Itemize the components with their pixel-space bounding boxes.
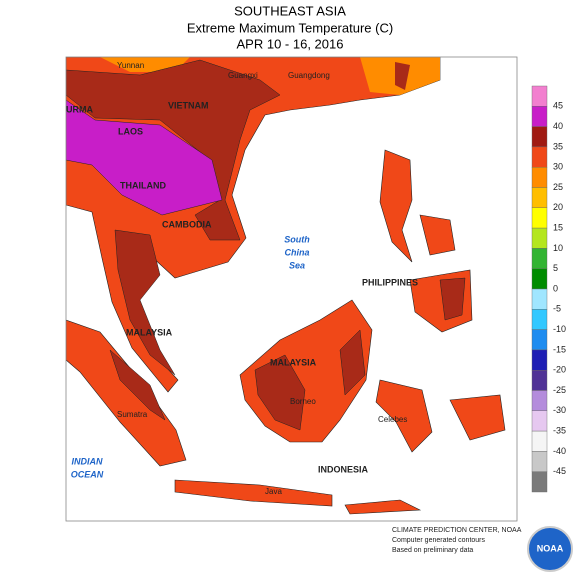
legend-label: 15 xyxy=(553,222,563,232)
legend-swatch xyxy=(531,451,548,472)
place-label: Guangxi xyxy=(228,71,258,80)
legend-swatch xyxy=(531,430,548,452)
legend-swatch xyxy=(531,85,548,107)
legend-label: -25 xyxy=(553,385,566,395)
legend-swatch xyxy=(531,309,548,330)
legend-label: 30 xyxy=(553,162,563,172)
footer-line: Based on preliminary data xyxy=(392,547,473,554)
legend-label: -30 xyxy=(553,405,566,415)
footer-line: CLIMATE PREDICTION CENTER, NOAA xyxy=(392,527,522,534)
sea-label: INDIAN xyxy=(72,456,103,466)
legend-swatch xyxy=(531,329,548,351)
footer-line: Computer generated contours xyxy=(392,537,485,544)
legend-label: -45 xyxy=(553,466,566,476)
place-label: PHILIPPINES xyxy=(362,277,418,287)
legend-swatch xyxy=(531,248,548,269)
legend-swatch xyxy=(531,471,548,493)
legend-label: 35 xyxy=(553,141,563,151)
place-label: Celebes xyxy=(378,415,407,424)
legend-swatch xyxy=(531,146,548,168)
legend-label: 45 xyxy=(553,101,563,111)
legend-label: 5 xyxy=(553,263,558,273)
map-frame xyxy=(65,56,518,522)
place-label: Borneo xyxy=(290,397,316,406)
place-label: Yunnan xyxy=(117,61,144,70)
sea-label: Sea xyxy=(289,260,305,270)
place-label: Sumatra xyxy=(117,410,148,419)
legend-swatch xyxy=(531,410,548,432)
place-label: Guangdong xyxy=(288,71,330,80)
legend-swatch xyxy=(531,227,548,249)
legend-label: 25 xyxy=(553,182,563,192)
legend-label: -15 xyxy=(553,344,566,354)
legend-label: -10 xyxy=(553,324,566,334)
place-label: MALAYSIA xyxy=(126,327,173,337)
legend-label: -20 xyxy=(553,365,566,375)
legend-swatch xyxy=(531,349,548,371)
place-label: Java xyxy=(265,487,282,496)
legend-swatch xyxy=(531,370,548,391)
place-label: CAMBODIA xyxy=(162,219,212,229)
place-label: MALAYSIA xyxy=(270,357,317,367)
title: SOUTHEAST ASIA xyxy=(234,3,346,18)
place-label: VIETNAM xyxy=(168,100,209,110)
legend-swatch xyxy=(531,288,548,310)
noaa-logo xyxy=(527,526,573,572)
place-label: URMA xyxy=(66,104,93,114)
sea-label: South xyxy=(284,234,310,244)
legend-swatch xyxy=(531,166,548,188)
place-label: INDONESIA xyxy=(318,464,369,474)
legend: 45 40 35 30 25 20 15 10 5 0 -5 -10 -15 -20 -25 -30 -35 -4… xyxy=(531,85,566,493)
legend-swatch xyxy=(531,268,548,290)
legend-swatch xyxy=(531,390,548,411)
map xyxy=(66,57,517,521)
legend-swatch xyxy=(531,126,548,148)
sea-label: OCEAN xyxy=(71,469,104,479)
logo-text: NOAA xyxy=(537,543,564,553)
legend-label: -5 xyxy=(553,304,561,314)
legend-label: 20 xyxy=(553,202,563,212)
dates: APR 10 - 16, 2016 xyxy=(237,36,344,51)
subtitle: Extreme Maximum Temperature (C) xyxy=(187,20,393,35)
legend-swatch xyxy=(531,106,548,127)
legend-label: -35 xyxy=(553,425,566,435)
sea-label: China xyxy=(284,247,309,257)
place-label: THAILAND xyxy=(120,180,166,190)
legend-swatch xyxy=(531,187,548,208)
legend-label: -40 xyxy=(553,446,566,456)
legend-swatch xyxy=(531,207,548,229)
legend-label: 10 xyxy=(553,243,563,253)
legend-label: 40 xyxy=(553,121,563,131)
place-label: LAOS xyxy=(118,126,143,136)
legend-label: 0 xyxy=(553,283,558,293)
